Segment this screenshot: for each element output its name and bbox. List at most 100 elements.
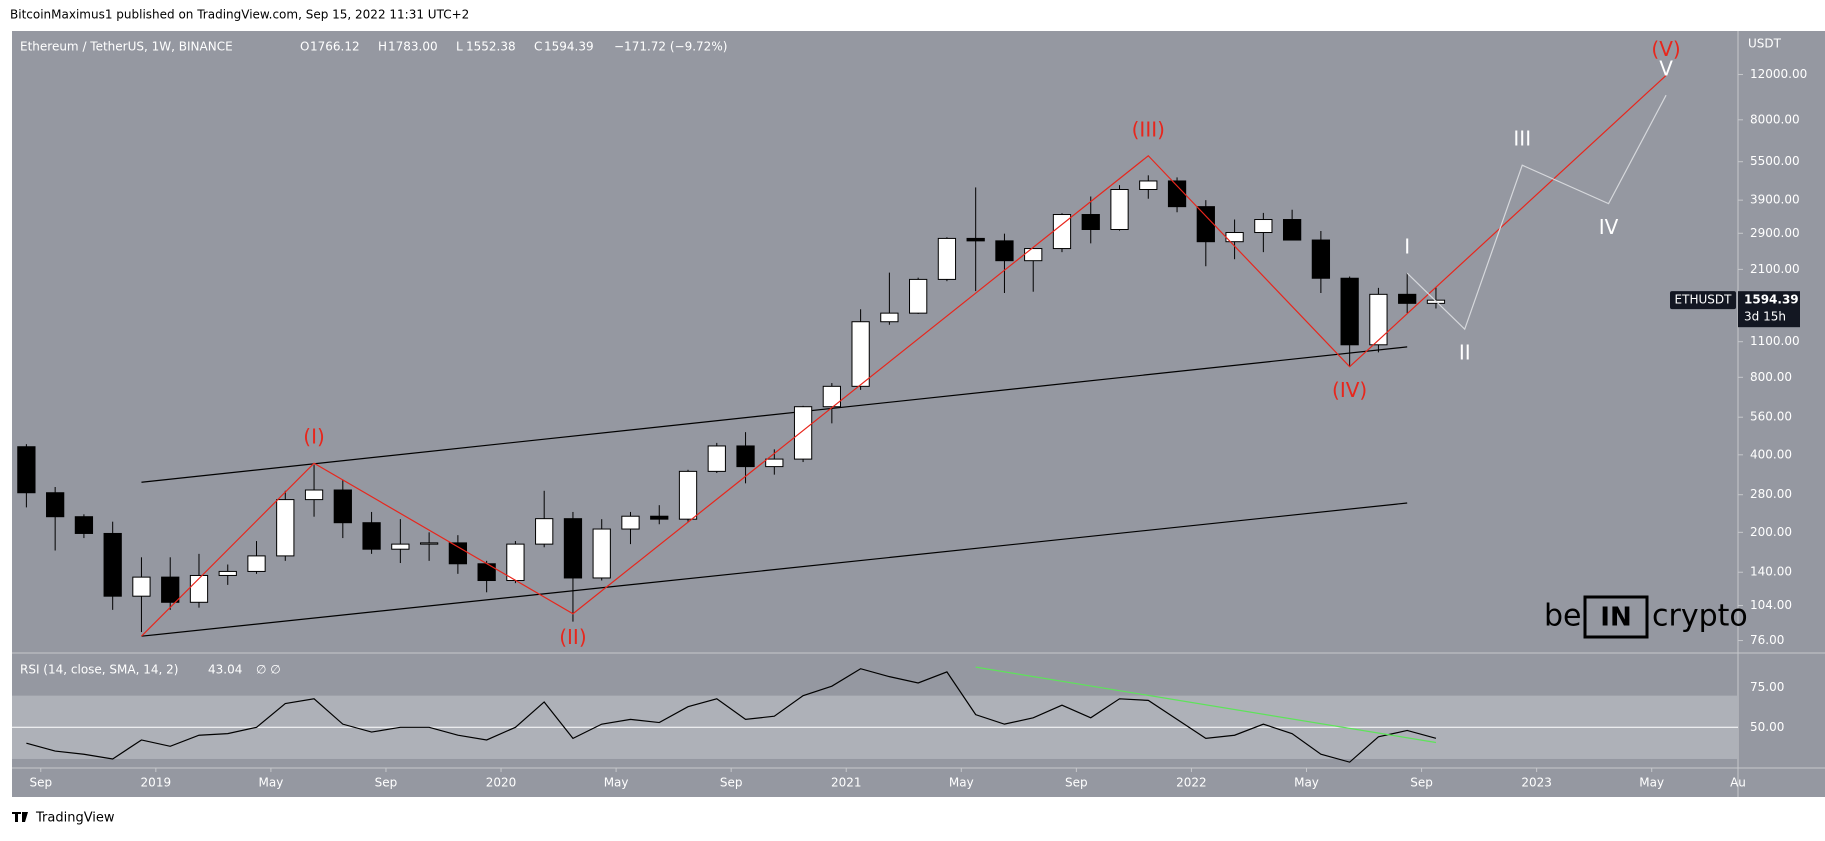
x-tick-label: Sep <box>1410 776 1433 790</box>
price-tag <box>1738 291 1800 328</box>
candle-body <box>506 543 525 582</box>
candle-body <box>218 570 237 576</box>
x-tick-label: Au <box>1730 776 1746 790</box>
ohlc-value: 1594.39 <box>544 40 594 54</box>
watermark: be IN crypto <box>1544 595 1748 639</box>
wave-label: (I) <box>303 425 325 449</box>
candle-body <box>1369 293 1388 346</box>
candle-body <box>1196 206 1215 243</box>
ohlc-value: 1783.00 <box>388 40 438 54</box>
x-tick-label: Sep <box>29 776 52 790</box>
watermark-text: be <box>1544 599 1582 634</box>
candle-body <box>1282 219 1302 241</box>
ohlc-label: H <box>378 40 387 54</box>
candle-body <box>707 445 726 472</box>
ohlc-label: C <box>534 40 542 54</box>
candle-body <box>477 563 496 582</box>
candle-body <box>765 458 784 468</box>
candle-body <box>650 515 669 520</box>
candle-body <box>822 385 841 408</box>
ohlc-label: L <box>456 40 463 54</box>
rsi-title: RSI (14, close, SMA, 14, 2) <box>20 663 178 677</box>
candle-body <box>966 237 985 242</box>
symbol-label: ETHUSDT <box>1675 293 1733 307</box>
wave-label: (III) <box>1132 117 1165 141</box>
candle-body <box>391 543 410 550</box>
candle-body <box>448 542 468 565</box>
candle-body <box>362 522 381 550</box>
y-tick-label: 800.00 <box>1750 370 1792 384</box>
ohlc-change: −171.72 (−9.72%) <box>614 40 727 54</box>
candle-body <box>937 237 957 280</box>
wave-line <box>141 74 1667 637</box>
footer-brand: TradingView <box>35 811 115 826</box>
wave-label: III <box>1513 127 1531 151</box>
watermark-box <box>1583 595 1649 639</box>
candle-body <box>1110 188 1129 230</box>
candle-body <box>1081 214 1100 230</box>
candle-body <box>333 489 352 524</box>
candle-body <box>1254 219 1273 234</box>
candle-body <box>132 576 151 597</box>
rsi-tick-label: 75.00 <box>1750 680 1784 694</box>
candle-body <box>74 516 94 534</box>
y-tick-label: 104.00 <box>1750 598 1792 612</box>
x-tick-label: Sep <box>375 776 398 790</box>
wave-label: IV <box>1599 215 1619 239</box>
candle-body <box>563 518 583 579</box>
publisher: BitcoinMaximus1 published on TradingView… <box>10 8 469 22</box>
y-tick-label: 200.00 <box>1750 525 1792 539</box>
candle-body <box>909 278 928 314</box>
symbol-tag <box>1670 291 1736 310</box>
x-tick-label: 2019 <box>141 776 172 790</box>
candle-body <box>851 321 870 387</box>
x-tick-label: May <box>1639 776 1664 790</box>
rsi-line <box>26 668 1437 763</box>
candle-body <box>419 542 439 545</box>
candle-body <box>1139 180 1158 190</box>
candle-body <box>189 574 209 603</box>
ohlc-value: 1552.38 <box>466 40 516 54</box>
x-tick-label: May <box>949 776 974 790</box>
y-tick-label: 560.00 <box>1750 410 1792 424</box>
countdown: 3d 15h <box>1744 310 1786 324</box>
candle-body <box>1340 277 1359 346</box>
candle-body <box>880 312 899 323</box>
rsi-extra: ∅ ∅ <box>256 663 281 677</box>
chart-bg <box>12 31 1825 797</box>
y-tick-label: 140.00 <box>1750 565 1792 579</box>
x-tick-label: 2023 <box>1521 776 1552 790</box>
x-tick-label: 2022 <box>1176 776 1207 790</box>
x-tick-label: Sep <box>720 776 743 790</box>
x-tick-label: May <box>1294 776 1319 790</box>
candle-body <box>621 515 640 530</box>
legend: Ethereum / TetherUS, 1W, BINANCE O 1766.1… <box>20 40 727 54</box>
y-tick-label: 5500.00 <box>1750 154 1800 168</box>
candle-body <box>793 406 813 460</box>
candle-body <box>1167 180 1187 208</box>
x-tick-label: Sep <box>1065 776 1088 790</box>
candle-body <box>247 555 266 572</box>
y-tick-label: 12000.00 <box>1750 67 1807 81</box>
candle-body <box>103 532 122 597</box>
y-tick-label: 3900.00 <box>1750 193 1800 207</box>
watermark-text: crypto <box>1652 599 1748 634</box>
ohlc-label: O <box>300 40 309 54</box>
x-tick-label: May <box>604 776 629 790</box>
y-tick-label: 2900.00 <box>1750 226 1800 240</box>
candle-body <box>1311 239 1331 279</box>
ohlc-value: 1766.12 <box>310 40 360 54</box>
wave-label: I <box>1404 235 1410 259</box>
candle-body <box>161 576 180 603</box>
candle-body <box>304 489 324 501</box>
candle-body <box>535 518 554 545</box>
x-tick-label: 2020 <box>486 776 517 790</box>
rsi-tick-label: 50.00 <box>1750 720 1784 734</box>
candle-body <box>17 446 36 494</box>
candle-body <box>1024 248 1043 262</box>
candle-body <box>736 445 755 468</box>
axis-unit: USDT <box>1748 37 1782 51</box>
x-tick-label: 2021 <box>831 776 862 790</box>
y-tick-label: 2100.00 <box>1750 262 1800 276</box>
